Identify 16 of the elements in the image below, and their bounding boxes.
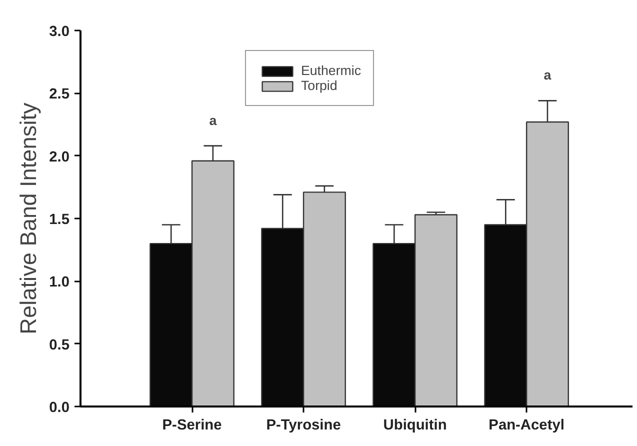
y-tick-label: 1.5 xyxy=(49,212,70,228)
x-tick-label: Pan-Acetyl xyxy=(488,418,564,434)
x-tick-label: Ubiquitin xyxy=(383,418,447,434)
data-label: a xyxy=(209,112,218,128)
data-label: a xyxy=(544,68,552,83)
y-tick-label: 1.0 xyxy=(49,274,70,291)
y-tick-label: 3.0 xyxy=(49,24,70,40)
legend-label: Torpid xyxy=(301,78,338,93)
legend-label: Euthermic xyxy=(301,63,361,78)
y-tick-label: 0.0 xyxy=(49,400,70,416)
y-tick-label: 2.5 xyxy=(49,86,70,103)
x-tick-label: P-Serine xyxy=(162,418,222,434)
y-tick-label: 0.5 xyxy=(49,337,70,354)
x-tick-label: P-Tyrosine xyxy=(266,418,341,434)
y-tick-label: 2.0 xyxy=(49,149,70,166)
y-axis-title: Relative Band Intensity xyxy=(15,102,42,334)
